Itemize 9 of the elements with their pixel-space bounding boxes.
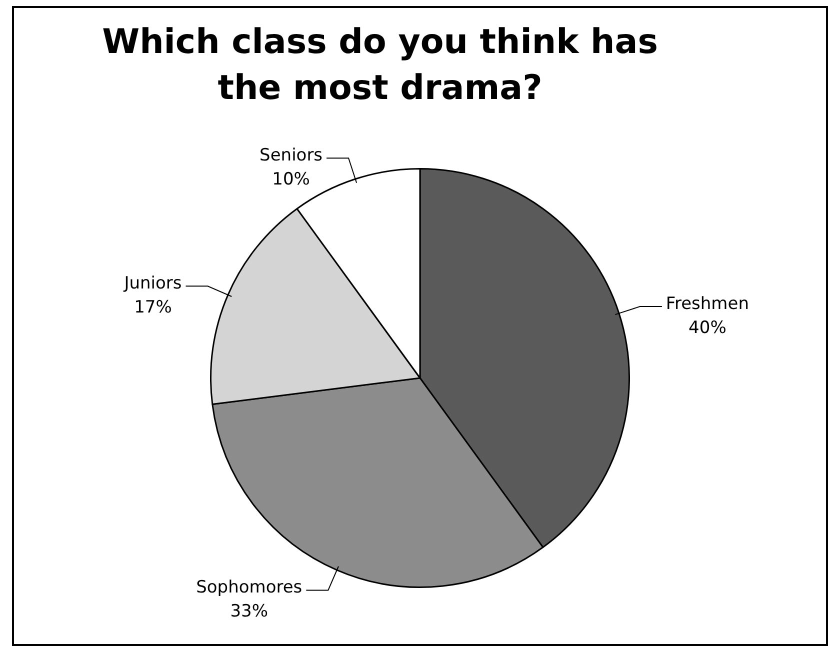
slice-label: Juniors	[123, 274, 182, 294]
slice-label: Seniors	[260, 145, 323, 166]
slice-label: Sophomores	[196, 578, 302, 598]
data-label: 10%	[272, 169, 310, 190]
slice-label: Freshmen	[666, 294, 749, 314]
data-label: 33%	[230, 602, 268, 622]
data-label: 17%	[134, 298, 172, 318]
chart-title: Which class do you think has the most drama?	[101, 21, 659, 110]
data-label: 40%	[688, 318, 726, 338]
